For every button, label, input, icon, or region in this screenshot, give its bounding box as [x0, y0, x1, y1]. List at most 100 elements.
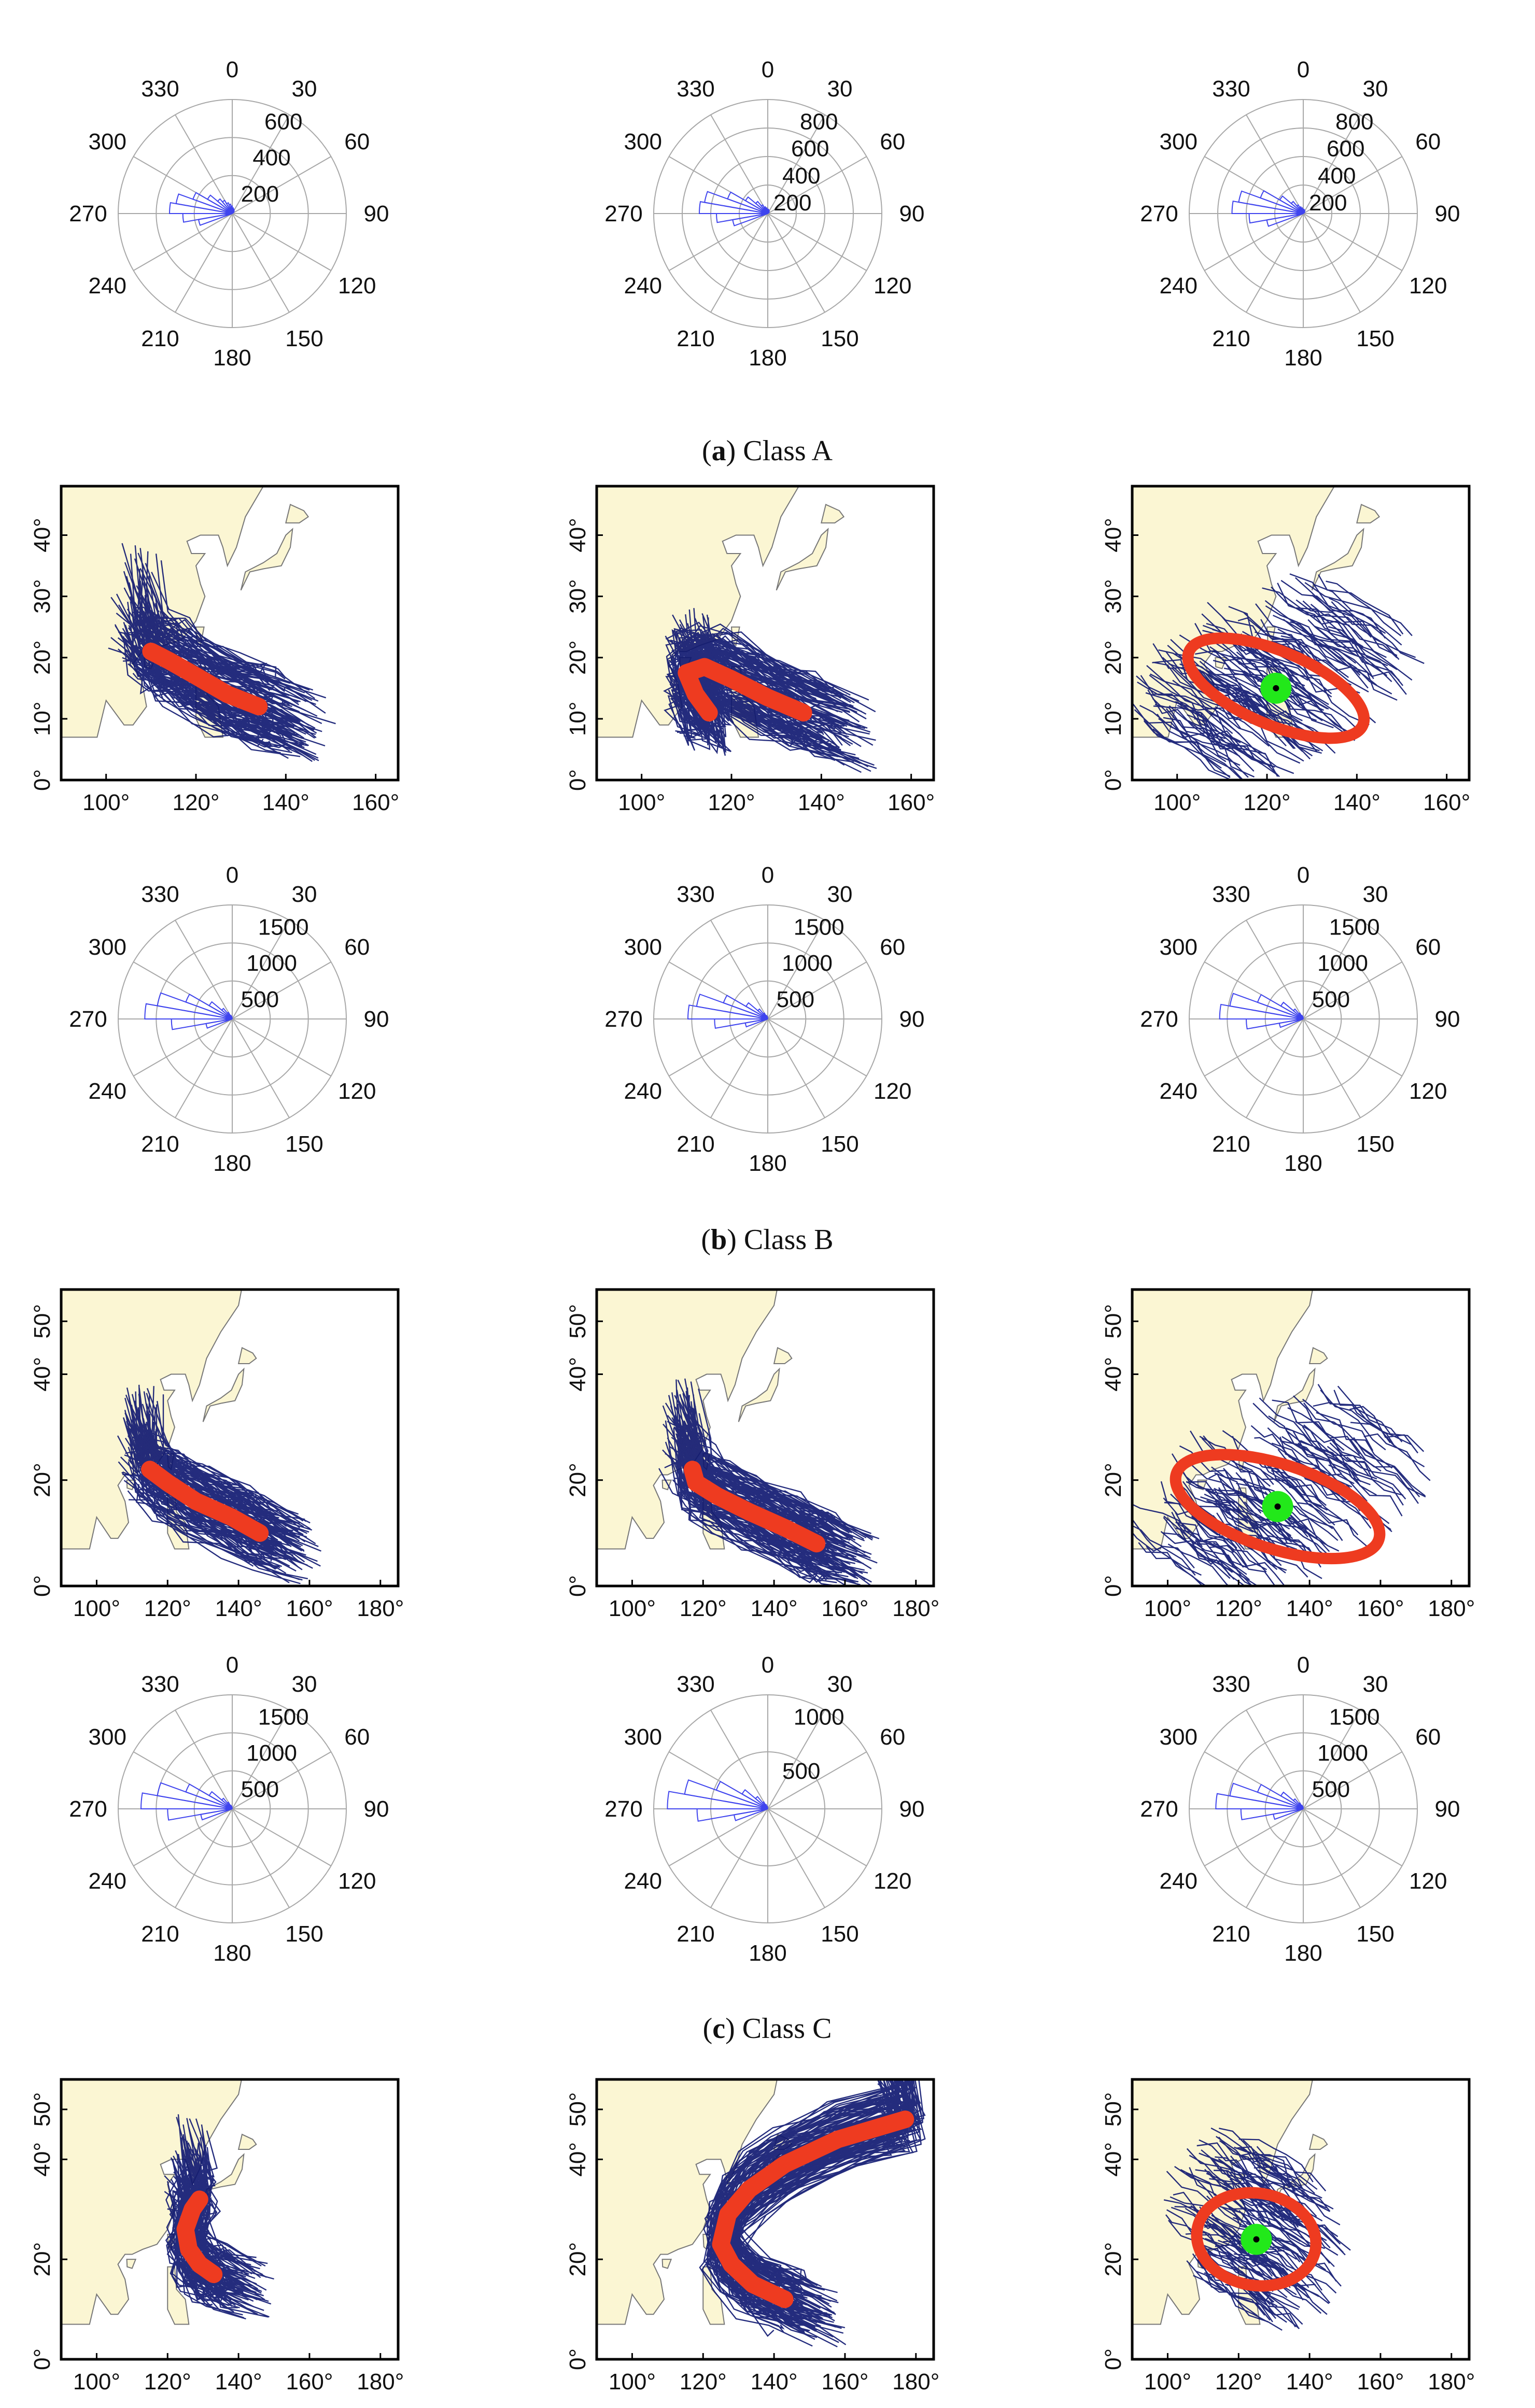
track-map: 100° 120° 140° 160° 180° 0° 20° 40° 50° — [565, 1288, 939, 1621]
rose-spoke — [232, 1808, 290, 1908]
rose-petal — [755, 201, 768, 214]
y-tick-label: 20° — [565, 1463, 590, 1497]
storm-track — [1140, 675, 1226, 740]
storm-track — [1293, 1395, 1360, 1455]
storm-track — [1257, 2165, 1330, 2212]
rose-spoke — [1303, 1808, 1361, 1908]
rose-petal — [230, 205, 233, 214]
storm-track — [136, 1424, 267, 1513]
hokkaido — [773, 1347, 793, 1364]
rose-angle-label: 270 — [1140, 1007, 1178, 1032]
storm-track — [1215, 2244, 1291, 2288]
hokkaido — [285, 504, 309, 523]
rose-angle-label: 90 — [364, 1007, 389, 1032]
rose-ring — [653, 99, 882, 328]
storm-track — [1205, 2237, 1281, 2283]
y-tick-label: 50° — [30, 1304, 55, 1339]
storm-track — [693, 1406, 835, 1523]
x-tick-label: 120° — [144, 1596, 191, 1621]
rose-petal — [767, 209, 770, 214]
rose-spoke — [133, 1018, 233, 1076]
rose-petal — [221, 200, 233, 214]
rose-spoke — [175, 1018, 233, 1118]
rose-angle-label: 0 — [762, 1652, 774, 1678]
rose-diagram: 500 1000 1500 0 30 60 90 120 150 180 210 240 270 300 3… — [1140, 1652, 1460, 1966]
storm-track — [1193, 2275, 1269, 2323]
storm-track — [143, 1441, 269, 1566]
storm-track — [1238, 2147, 1316, 2194]
storm-track — [1188, 1461, 1262, 1514]
storm-track — [1239, 2199, 1311, 2246]
storm-track — [147, 1436, 308, 1580]
x-tick-label: 140° — [751, 1596, 798, 1621]
storm-track — [1206, 2249, 1274, 2292]
rose-angle-label: 210 — [141, 326, 179, 351]
rose-petal — [755, 1796, 768, 1809]
x-tick-label: 100° — [1144, 2369, 1191, 2395]
storm-track — [1290, 621, 1374, 679]
storm-track — [1174, 2206, 1246, 2253]
hokkaido — [237, 1347, 257, 1364]
rose-angle-label: 270 — [604, 201, 642, 226]
rose-ring-label: 400 — [1318, 163, 1356, 189]
rose-spoke — [1246, 1709, 1304, 1809]
rose-spoke — [175, 213, 233, 313]
rose-angle-label: 150 — [821, 1131, 858, 1157]
storm-track — [1353, 1437, 1426, 1497]
y-tick-label: 50° — [1101, 1304, 1126, 1339]
storm-track — [1261, 1478, 1335, 1526]
rose-spoke — [232, 919, 290, 1019]
rose-angle-label: 60 — [344, 1724, 370, 1750]
rose-angle-label: 300 — [624, 934, 662, 960]
rose-petal — [227, 1801, 233, 1809]
storm-track — [1281, 1436, 1355, 1484]
rose-angle-label: 240 — [1160, 273, 1198, 299]
rose-angle-label: 30 — [827, 1672, 853, 1697]
storm-track — [690, 1381, 829, 1525]
rose-angle-label: 330 — [677, 1672, 714, 1697]
rose-angle-label: 30 — [1363, 1672, 1388, 1697]
rose-angle-label: 300 — [624, 1724, 662, 1750]
storm-track — [1218, 2136, 1291, 2188]
storm-track — [122, 1417, 281, 1523]
rose-petal — [217, 198, 233, 214]
storm-track — [131, 1394, 300, 1524]
x-tick-label: 160° — [1423, 790, 1470, 815]
storm-track — [123, 622, 289, 759]
rose-angle-label: 120 — [874, 1079, 911, 1104]
storm-track — [1329, 1442, 1406, 1500]
rose-petal — [232, 211, 235, 214]
storm-track — [1180, 707, 1276, 768]
storm-track — [1276, 659, 1370, 726]
y-tick-label: 40° — [1101, 1357, 1126, 1392]
rose-ring-label: 1000 — [246, 951, 297, 976]
rose-spoke — [1303, 1808, 1403, 1866]
rose-ring-label: 1500 — [794, 914, 844, 940]
rose-angle-label: 150 — [821, 1921, 858, 1947]
storm-track — [1244, 1501, 1316, 1556]
rose-spoke — [232, 1018, 332, 1076]
rose-angle-label: 330 — [1212, 76, 1250, 102]
x-tick-label: 100° — [82, 790, 130, 815]
rose-angle-label: 270 — [69, 201, 107, 226]
rose-angle-label: 180 — [213, 345, 251, 371]
x-tick-label: 180° — [1428, 1596, 1475, 1621]
rose-spoke — [767, 919, 825, 1019]
storm-track — [1194, 718, 1278, 776]
x-tick-label: 140° — [262, 790, 309, 815]
rose-petal — [1279, 195, 1304, 214]
rose-angle-label: 270 — [1140, 1796, 1178, 1822]
storm-track — [1277, 1449, 1347, 1501]
rose-ring-label: 200 — [773, 190, 811, 216]
storm-track — [1228, 2192, 1301, 2242]
storm-track — [1137, 681, 1233, 734]
x-tick-label: 180° — [892, 2369, 939, 2395]
mean-track — [683, 1461, 826, 1553]
storm-track — [165, 2117, 236, 2260]
rose-ring-label: 1000 — [794, 1704, 844, 1730]
rose-spoke — [1303, 961, 1403, 1019]
rose-angle-label: 120 — [338, 273, 376, 299]
rose-petal — [207, 194, 233, 214]
storm-track — [1302, 1426, 1371, 1485]
